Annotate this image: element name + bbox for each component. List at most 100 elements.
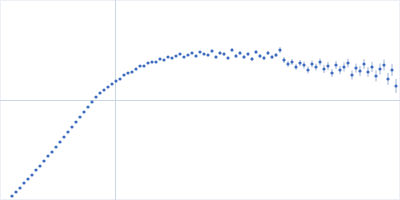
point — [46, 154, 49, 157]
point — [78, 115, 81, 118]
point — [202, 52, 205, 55]
point — [138, 64, 141, 67]
point — [126, 71, 129, 74]
point — [150, 60, 153, 63]
point — [394, 84, 397, 87]
point — [94, 95, 97, 98]
point — [70, 125, 73, 128]
point — [102, 88, 105, 91]
point — [254, 50, 257, 53]
point — [386, 77, 389, 80]
point — [34, 168, 37, 171]
point — [366, 70, 369, 73]
point — [382, 63, 385, 66]
point — [74, 120, 77, 123]
point — [26, 177, 29, 180]
point — [354, 66, 357, 69]
point — [298, 61, 301, 64]
point — [182, 55, 185, 58]
point — [314, 65, 317, 68]
point — [158, 57, 161, 60]
point — [262, 56, 265, 59]
point — [278, 48, 281, 51]
point — [50, 150, 53, 153]
point — [358, 69, 361, 72]
point — [142, 64, 145, 67]
point — [362, 62, 365, 65]
point — [14, 190, 17, 193]
point — [370, 65, 373, 68]
point — [66, 130, 69, 133]
point — [246, 52, 249, 55]
point — [154, 60, 157, 63]
point — [18, 186, 21, 189]
point — [194, 54, 197, 57]
point — [334, 63, 337, 66]
point — [90, 100, 93, 103]
point — [214, 55, 217, 58]
point — [174, 54, 177, 57]
point — [250, 57, 253, 60]
point — [302, 63, 305, 66]
point — [330, 71, 333, 74]
point — [86, 105, 89, 108]
point — [10, 194, 13, 197]
point — [22, 181, 25, 184]
point — [54, 145, 57, 148]
point — [198, 50, 201, 53]
point — [238, 51, 241, 54]
point — [230, 48, 233, 51]
point — [222, 52, 225, 55]
point — [270, 55, 273, 58]
plot-frame — [1, 1, 400, 200]
point — [226, 56, 229, 59]
point — [98, 91, 101, 94]
point — [294, 65, 297, 68]
points — [10, 47, 397, 198]
point — [178, 52, 181, 55]
point — [306, 68, 309, 71]
point — [166, 55, 169, 58]
point — [282, 58, 285, 61]
point — [42, 159, 45, 162]
point — [38, 164, 41, 167]
chart — [0, 0, 400, 200]
point — [346, 61, 349, 64]
point — [58, 140, 61, 143]
point — [322, 67, 325, 70]
point — [106, 85, 109, 88]
point — [258, 54, 261, 57]
point — [326, 64, 329, 67]
point — [30, 173, 33, 176]
point — [146, 61, 149, 64]
point — [374, 74, 377, 77]
y-grid-line — [0, 100, 400, 101]
point — [390, 68, 393, 71]
point — [110, 82, 113, 85]
point — [378, 67, 381, 70]
point — [318, 60, 321, 63]
point — [286, 62, 289, 65]
point — [82, 110, 85, 113]
point — [170, 56, 173, 59]
point — [274, 53, 277, 56]
point — [122, 73, 125, 76]
point — [134, 67, 137, 70]
point — [62, 135, 65, 138]
point — [290, 60, 293, 63]
point — [186, 53, 189, 56]
point — [114, 79, 117, 82]
point — [190, 51, 193, 54]
point — [342, 65, 345, 68]
point — [130, 70, 133, 73]
point — [310, 62, 313, 65]
point — [350, 73, 353, 76]
point — [210, 49, 213, 52]
point — [338, 68, 341, 71]
point — [206, 53, 209, 56]
point — [162, 58, 165, 61]
point — [242, 55, 245, 58]
point — [218, 51, 221, 54]
point — [234, 54, 237, 57]
point — [266, 51, 269, 54]
